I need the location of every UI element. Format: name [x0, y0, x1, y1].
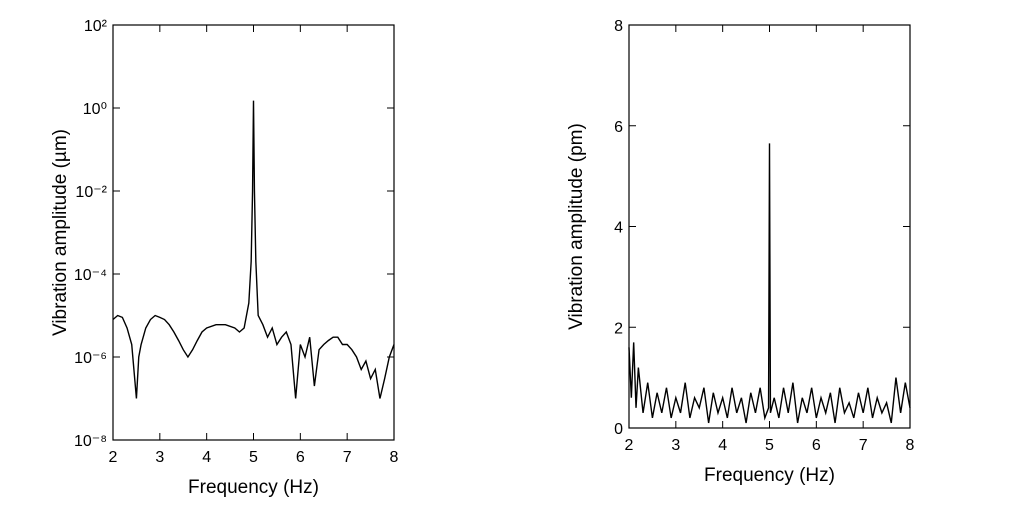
x-tick-label: 2 [109, 449, 118, 466]
data-line [628, 143, 911, 424]
y-tick-label: 6 [614, 119, 623, 136]
y-tick-label: 10⁻⁶ [74, 350, 107, 367]
x-tick-label: 5 [249, 449, 258, 466]
x-tick-label: 2 [625, 437, 634, 454]
x-tick-label: 3 [671, 437, 680, 454]
y-axis-label: Vibration amplitude (pm) [566, 123, 587, 330]
x-tick-label: 7 [343, 449, 352, 466]
y-tick-label: 10⁰ [83, 101, 107, 118]
x-tick-label: 5 [765, 437, 774, 454]
x-tick-label: 3 [155, 449, 164, 466]
y-tick-label: 8 [614, 18, 623, 35]
y-tick-label: 10² [84, 18, 108, 35]
x-tick-label: 6 [812, 437, 821, 454]
x-axis-label: Frequency (Hz) [704, 465, 835, 486]
x-tick-label: 8 [390, 449, 399, 466]
y-tick-label: 0 [614, 421, 623, 438]
x-tick-label: 4 [718, 437, 727, 454]
y-tick-label: 10⁻⁴ [74, 267, 107, 284]
x-tick-label: 8 [906, 437, 915, 454]
x-tick-label: 4 [202, 449, 211, 466]
plot-frame [112, 24, 395, 441]
y-tick-label: 10⁻⁸ [74, 433, 107, 450]
x-axis-label: Frequency (Hz) [188, 477, 319, 498]
y-tick-label: 2 [614, 320, 623, 337]
y-axis-label: Vibration amplitude (µm) [50, 129, 71, 336]
y-tick-label: 4 [614, 220, 623, 237]
x-tick-label: 7 [859, 437, 868, 454]
data-line [112, 100, 395, 399]
x-tick-label: 6 [296, 449, 305, 466]
y-tick-label: 10⁻² [75, 184, 107, 201]
